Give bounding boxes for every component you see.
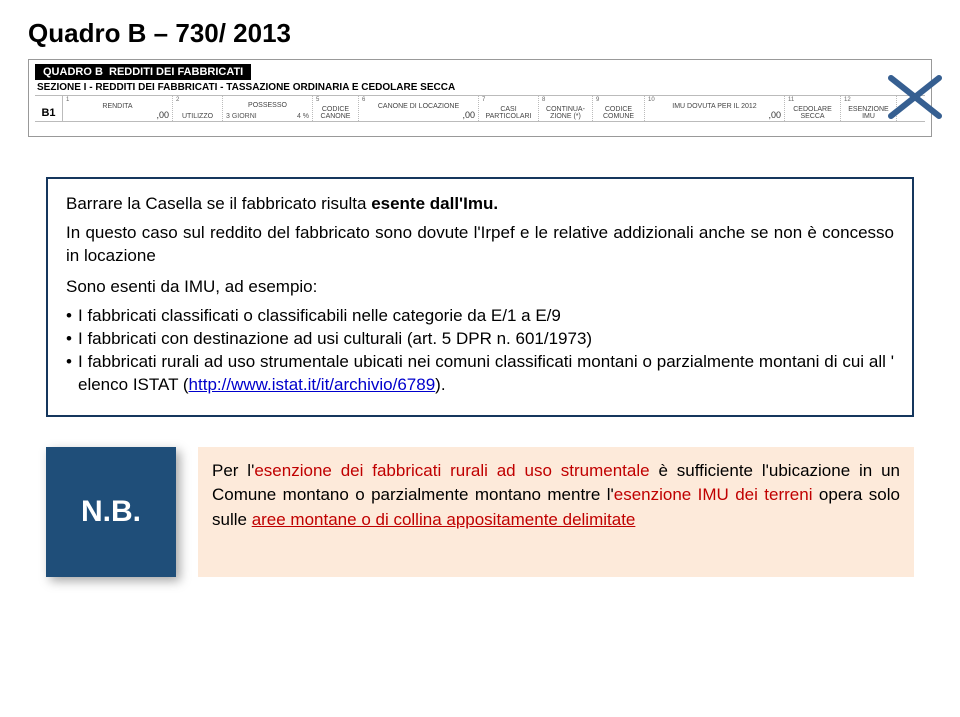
form-sezione: SEZIONE I - REDDITI DEI FABBRICATI - TAS… [37,82,925,93]
form-col: 12ESENZIONE IMU [841,96,897,121]
form-col: 8CONTINUA-ZIONE (*) [539,96,593,121]
form-col: 10IMU DOVUTA PER IL 2012,00 [645,96,785,121]
form-col: 2UTILIZZO [173,96,223,121]
form-col: 5CODICE CANONE [313,96,359,121]
main-p2: In questo caso sul reddito del fabbricat… [66,222,894,268]
form-row-label: B1 [35,96,63,121]
form-col: 9CODICE COMUNE [593,96,645,121]
nb-box: N.B. [46,447,176,577]
nb-text: Per l'esenzione dei fabbricati rurali ad… [198,447,914,577]
main-li2: I fabbricati con destinazione ad usi cul… [66,328,894,351]
form-col: POSSESSO3 GIORNI4 % [223,96,313,121]
form-col: 6CANONE DI LOCAZIONE,00 [359,96,479,121]
istat-link[interactable]: http://www.istat.it/it/archivio/6789 [189,375,436,394]
main-p1: Barrare la Casella se il fabbricato risu… [66,193,894,216]
nb-row: N.B. Per l'esenzione dei fabbricati rura… [46,447,914,577]
form-columns-row: B1 1RENDITA,002UTILIZZOPOSSESSO3 GIORNI4… [35,95,925,122]
main-p3: Sono esenti da IMU, ad esempio: [66,276,894,299]
form-col: 7CASI PARTICOLARI [479,96,539,121]
form-col: 11CEDOLARE SECCA [785,96,841,121]
main-info-box: Barrare la Casella se il fabbricato risu… [46,177,914,417]
form-col: 1RENDITA,00 [63,96,173,121]
main-li1: I fabbricati classificati o classificabi… [66,305,894,328]
page-title: Quadro B – 730/ 2013 [28,18,932,49]
form-quadro-b: QUADRO B REDDITI DEI FABBRICATI SEZIONE … [28,59,932,137]
form-black-label: QUADRO B REDDITI DEI FABBRICATI [35,64,251,80]
main-li3: I fabbricati rurali ad uso strumentale u… [66,351,894,397]
